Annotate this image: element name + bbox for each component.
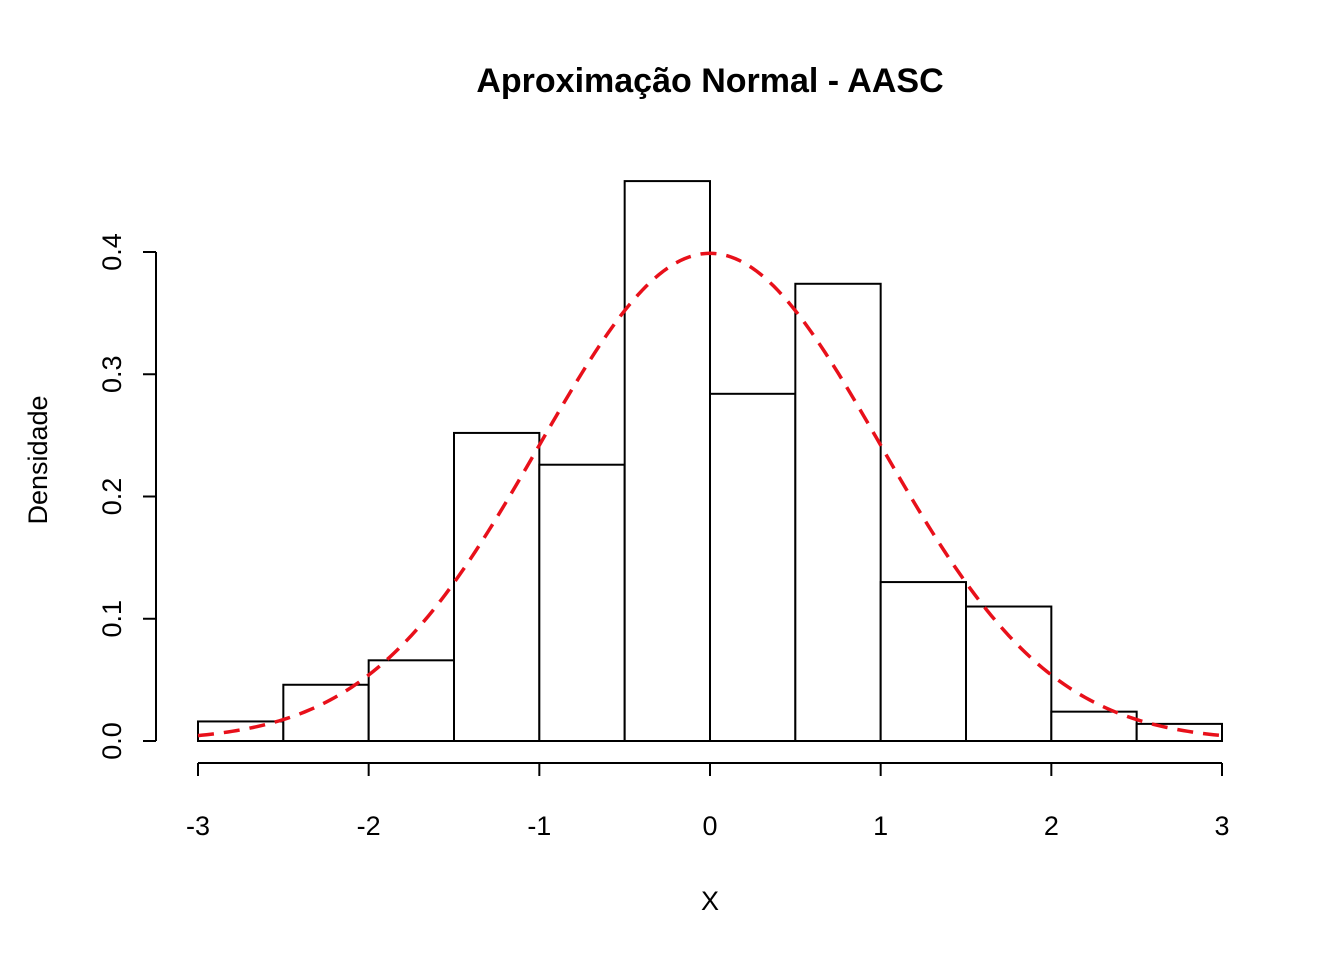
y-tick-label: 0.2 [97,478,127,516]
x-tick-label: 2 [1044,811,1059,841]
x-tick-label: 1 [873,811,888,841]
chart-title: Aproximação Normal - AASC [476,62,943,100]
x-tick-label: 3 [1214,811,1229,841]
density-curve-layer [197,251,1223,738]
histogram-bar [965,605,1053,743]
histogram-bar [1135,722,1223,743]
y-tick-label: 0.0 [97,722,127,760]
histogram-bar [282,683,370,743]
histogram-bar [879,581,968,743]
histogram-bar [538,463,626,742]
normal-density-curve [197,251,1223,738]
x-axis-label: X [701,886,719,916]
histogram-bar [367,659,455,742]
histogram-bar [623,180,712,743]
histogram-bar [1050,710,1138,742]
x-tick-label: -1 [527,811,551,841]
x-tick-label: 0 [702,811,717,841]
y-axis: 0.0 0.1 0.2 0.3 0.4 [97,233,157,760]
y-tick-label: 0.3 [97,355,127,393]
histogram-bar [709,392,797,742]
histogram-bar [794,282,882,742]
histogram-bar [453,431,541,742]
x-tick-label: -3 [186,811,210,841]
x-axis: -3 -2 -1 0 1 2 3 [186,762,1230,841]
histogram-bar [197,720,285,743]
y-tick-label: 0.1 [97,600,127,638]
histogram-bars [197,180,1223,743]
x-tick-label: -2 [357,811,381,841]
y-axis-label: Densidade [23,395,53,524]
y-tick-label: 0.4 [97,233,127,271]
